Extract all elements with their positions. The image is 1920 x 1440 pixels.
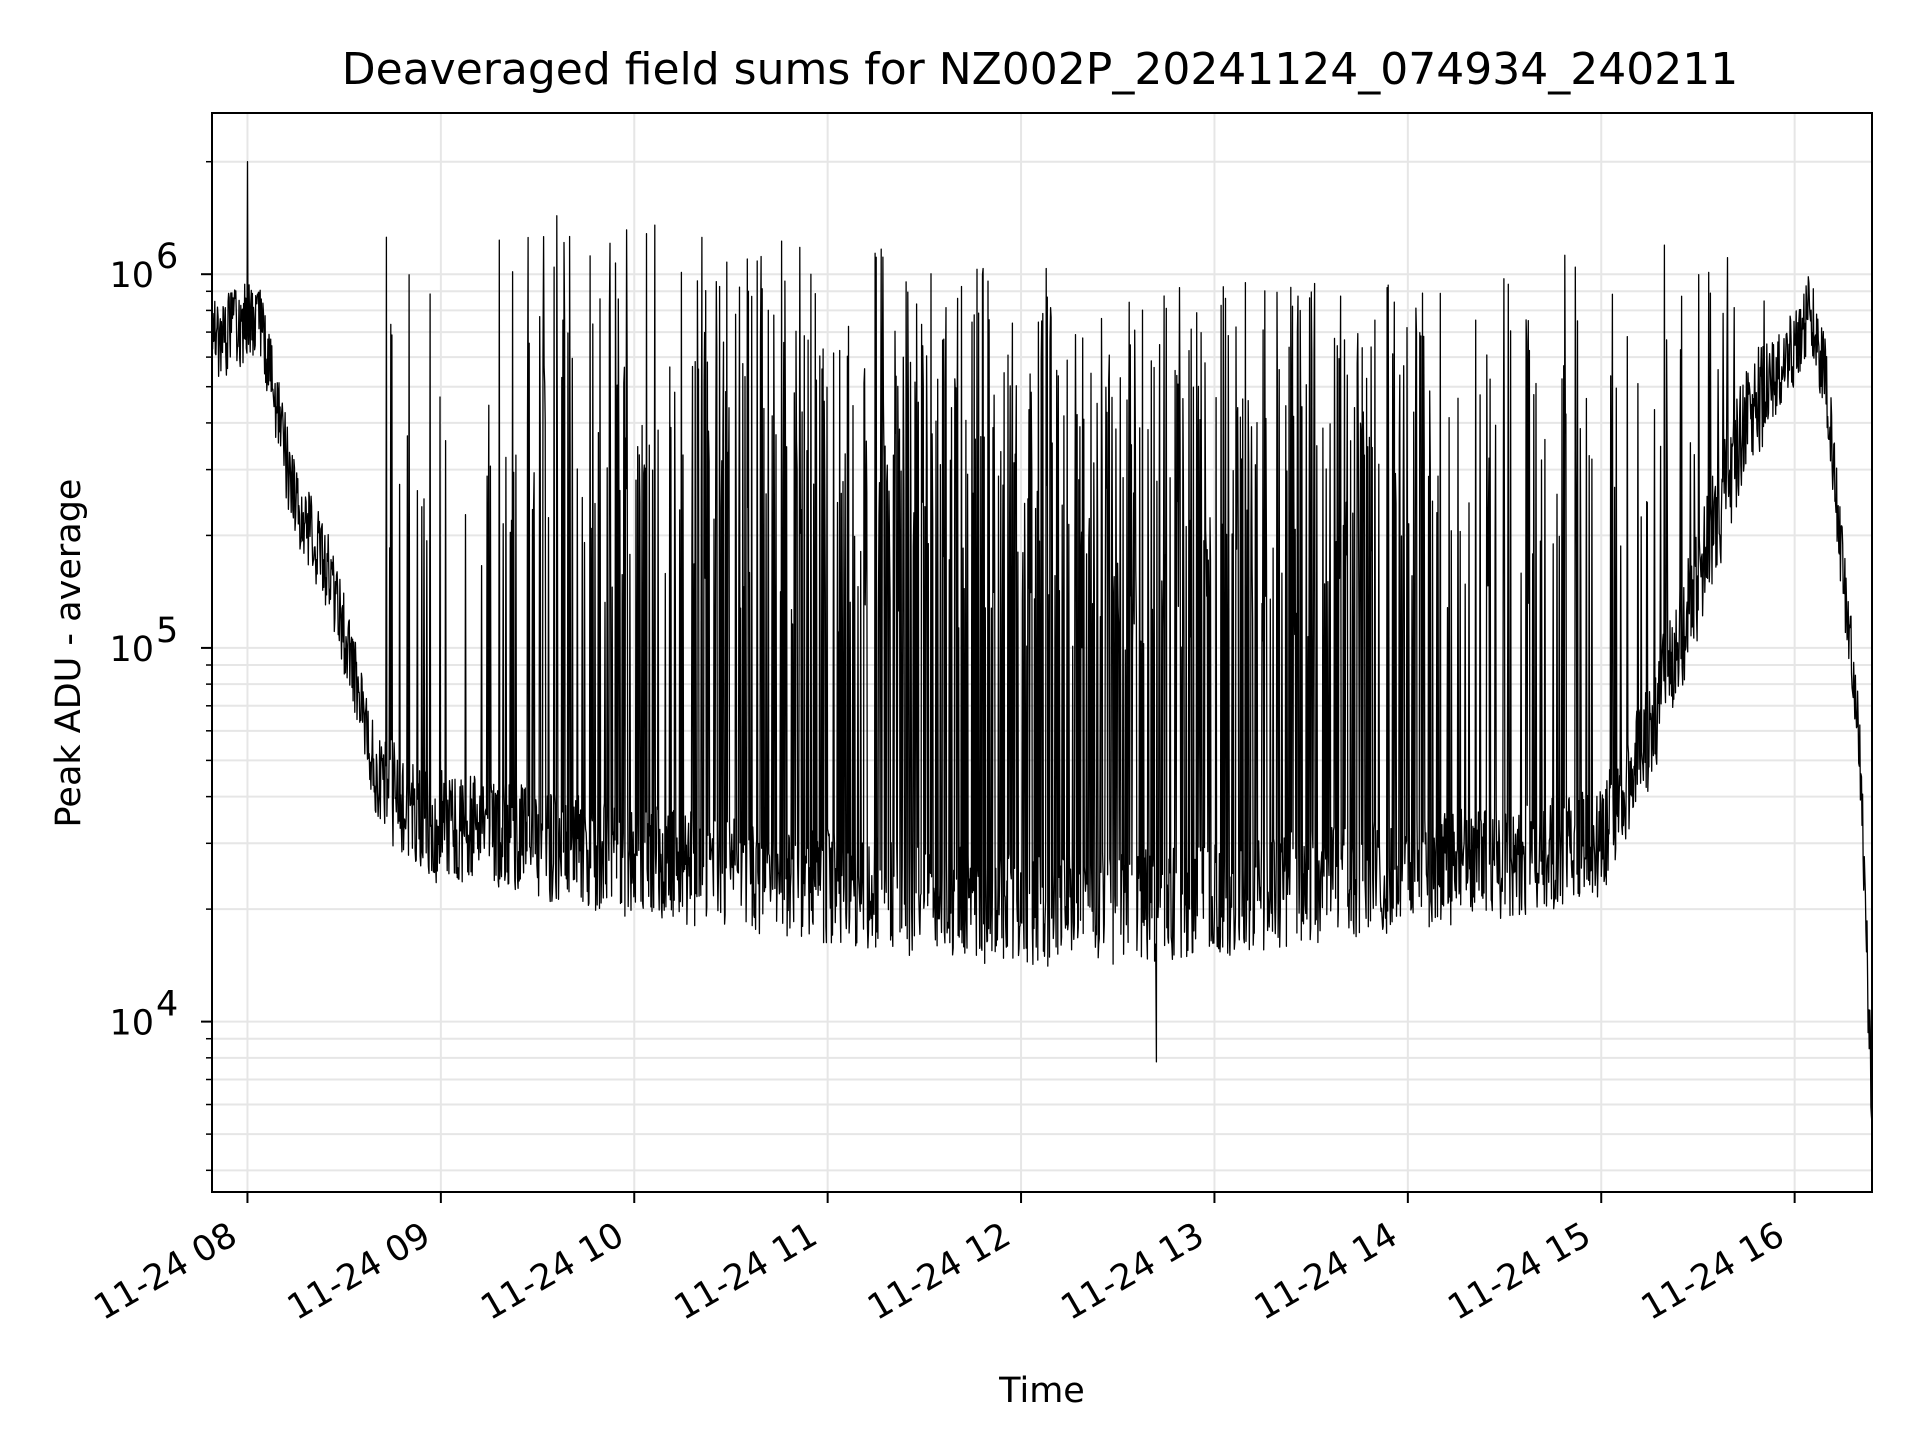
y-tick-exponent: 5 (156, 611, 178, 651)
y-tick-label: 10 (109, 630, 154, 670)
y-tick-exponent: 4 (156, 985, 178, 1025)
y-tick-label: 10 (109, 1004, 154, 1044)
plot-frame (211, 112, 1873, 1193)
series-line (212, 161, 1872, 1124)
series-layer (212, 161, 1872, 1124)
y-tick-exponent: 6 (156, 237, 178, 277)
y-axis-label: Peak ADU - average (49, 479, 89, 828)
chart-title: Deaveraged field sums for NZ002P_2024112… (342, 44, 1738, 95)
y-tick-label: 10 (109, 256, 154, 296)
x-axis-label: Time (998, 1371, 1085, 1411)
